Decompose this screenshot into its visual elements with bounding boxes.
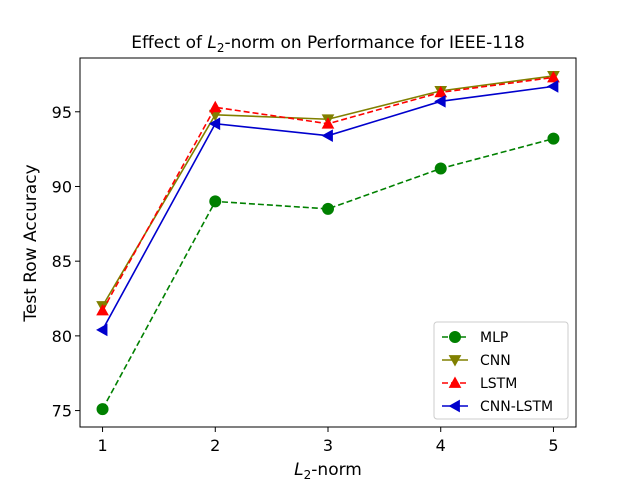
x-tick-label: 4 (436, 436, 446, 455)
y-axis-ticks: 75 80 85 90 95 (52, 103, 80, 421)
legend-label-mlp: MLP (480, 330, 508, 346)
legend-item-cnn-lstm: CNN-LSTM (442, 399, 553, 415)
series-layer (96, 70, 560, 416)
legend-box (433, 321, 569, 420)
data-point-cnn-lstm (321, 129, 333, 143)
series-cnn-lstm (96, 80, 559, 337)
chart-title: Effect of L2-norm on Performance for IEE… (131, 33, 525, 55)
legend-marker-cnn (448, 355, 462, 367)
data-point-lstm (434, 85, 448, 98)
data-point-mlp (209, 195, 222, 208)
data-point-mlp (547, 132, 560, 145)
chart-title-prefix: Effect of (131, 33, 207, 53)
plot-frame (79, 57, 577, 428)
y-axis-label: Test Row Accuracy (21, 164, 41, 322)
x-axis-label-var: L (294, 460, 303, 480)
legend-label-lstm: LSTM (480, 376, 517, 392)
series-line-mlp (101, 137, 554, 410)
series-mlp (96, 132, 560, 416)
data-point-cnn-lstm (208, 117, 221, 131)
legend: MLP CNN LSTM CNN-LSTM (433, 321, 569, 420)
y-tick-label: 95 (52, 103, 72, 122)
data-point-mlp (322, 202, 334, 215)
x-axis-ticks: 1 2 3 4 5 (97, 427, 559, 455)
chart-title-suffix: -norm on Performance for IEEE-118 (224, 33, 524, 53)
data-point-lstm (547, 70, 560, 83)
legend-marker-mlp (449, 331, 461, 343)
data-point-lstm (96, 303, 109, 316)
data-point-mlp (96, 403, 109, 416)
x-axis-label-suffix: -norm (311, 460, 362, 480)
x-axis-label-sub: 2 (304, 468, 312, 480)
y-tick-label: 80 (52, 327, 72, 346)
chart-title-sub: 2 (217, 41, 225, 55)
y-tick-label: 75 (52, 402, 72, 421)
legend-item-cnn: CNN (442, 353, 511, 369)
legend-item-lstm: LSTM (442, 376, 517, 392)
data-point-mlp (434, 162, 447, 175)
x-tick-label: 2 (210, 436, 220, 455)
legend-label-cnn: CNN (480, 353, 511, 369)
series-lstm (96, 70, 560, 316)
x-tick-label: 5 (548, 436, 558, 455)
data-point-lstm (321, 117, 335, 129)
x-tick-label: 3 (323, 436, 333, 455)
data-point-cnn-lstm (96, 323, 108, 337)
y-tick-label: 85 (52, 252, 72, 271)
legend-label-cnn-lstm: CNN-LSTM (480, 399, 553, 415)
data-point-cnn-lstm (434, 94, 446, 108)
chart-title-var: L (207, 33, 216, 53)
legend-marker-lstm (448, 376, 462, 388)
data-point-lstm (208, 100, 222, 113)
legend-item-mlp: MLP (442, 330, 508, 346)
data-point-cnn-lstm (546, 80, 559, 93)
y-tick-label: 90 (52, 177, 72, 196)
x-tick-label: 1 (97, 436, 107, 455)
x-axis-label: L2-norm (294, 460, 362, 480)
legend-marker-cnn-lstm (448, 399, 460, 413)
